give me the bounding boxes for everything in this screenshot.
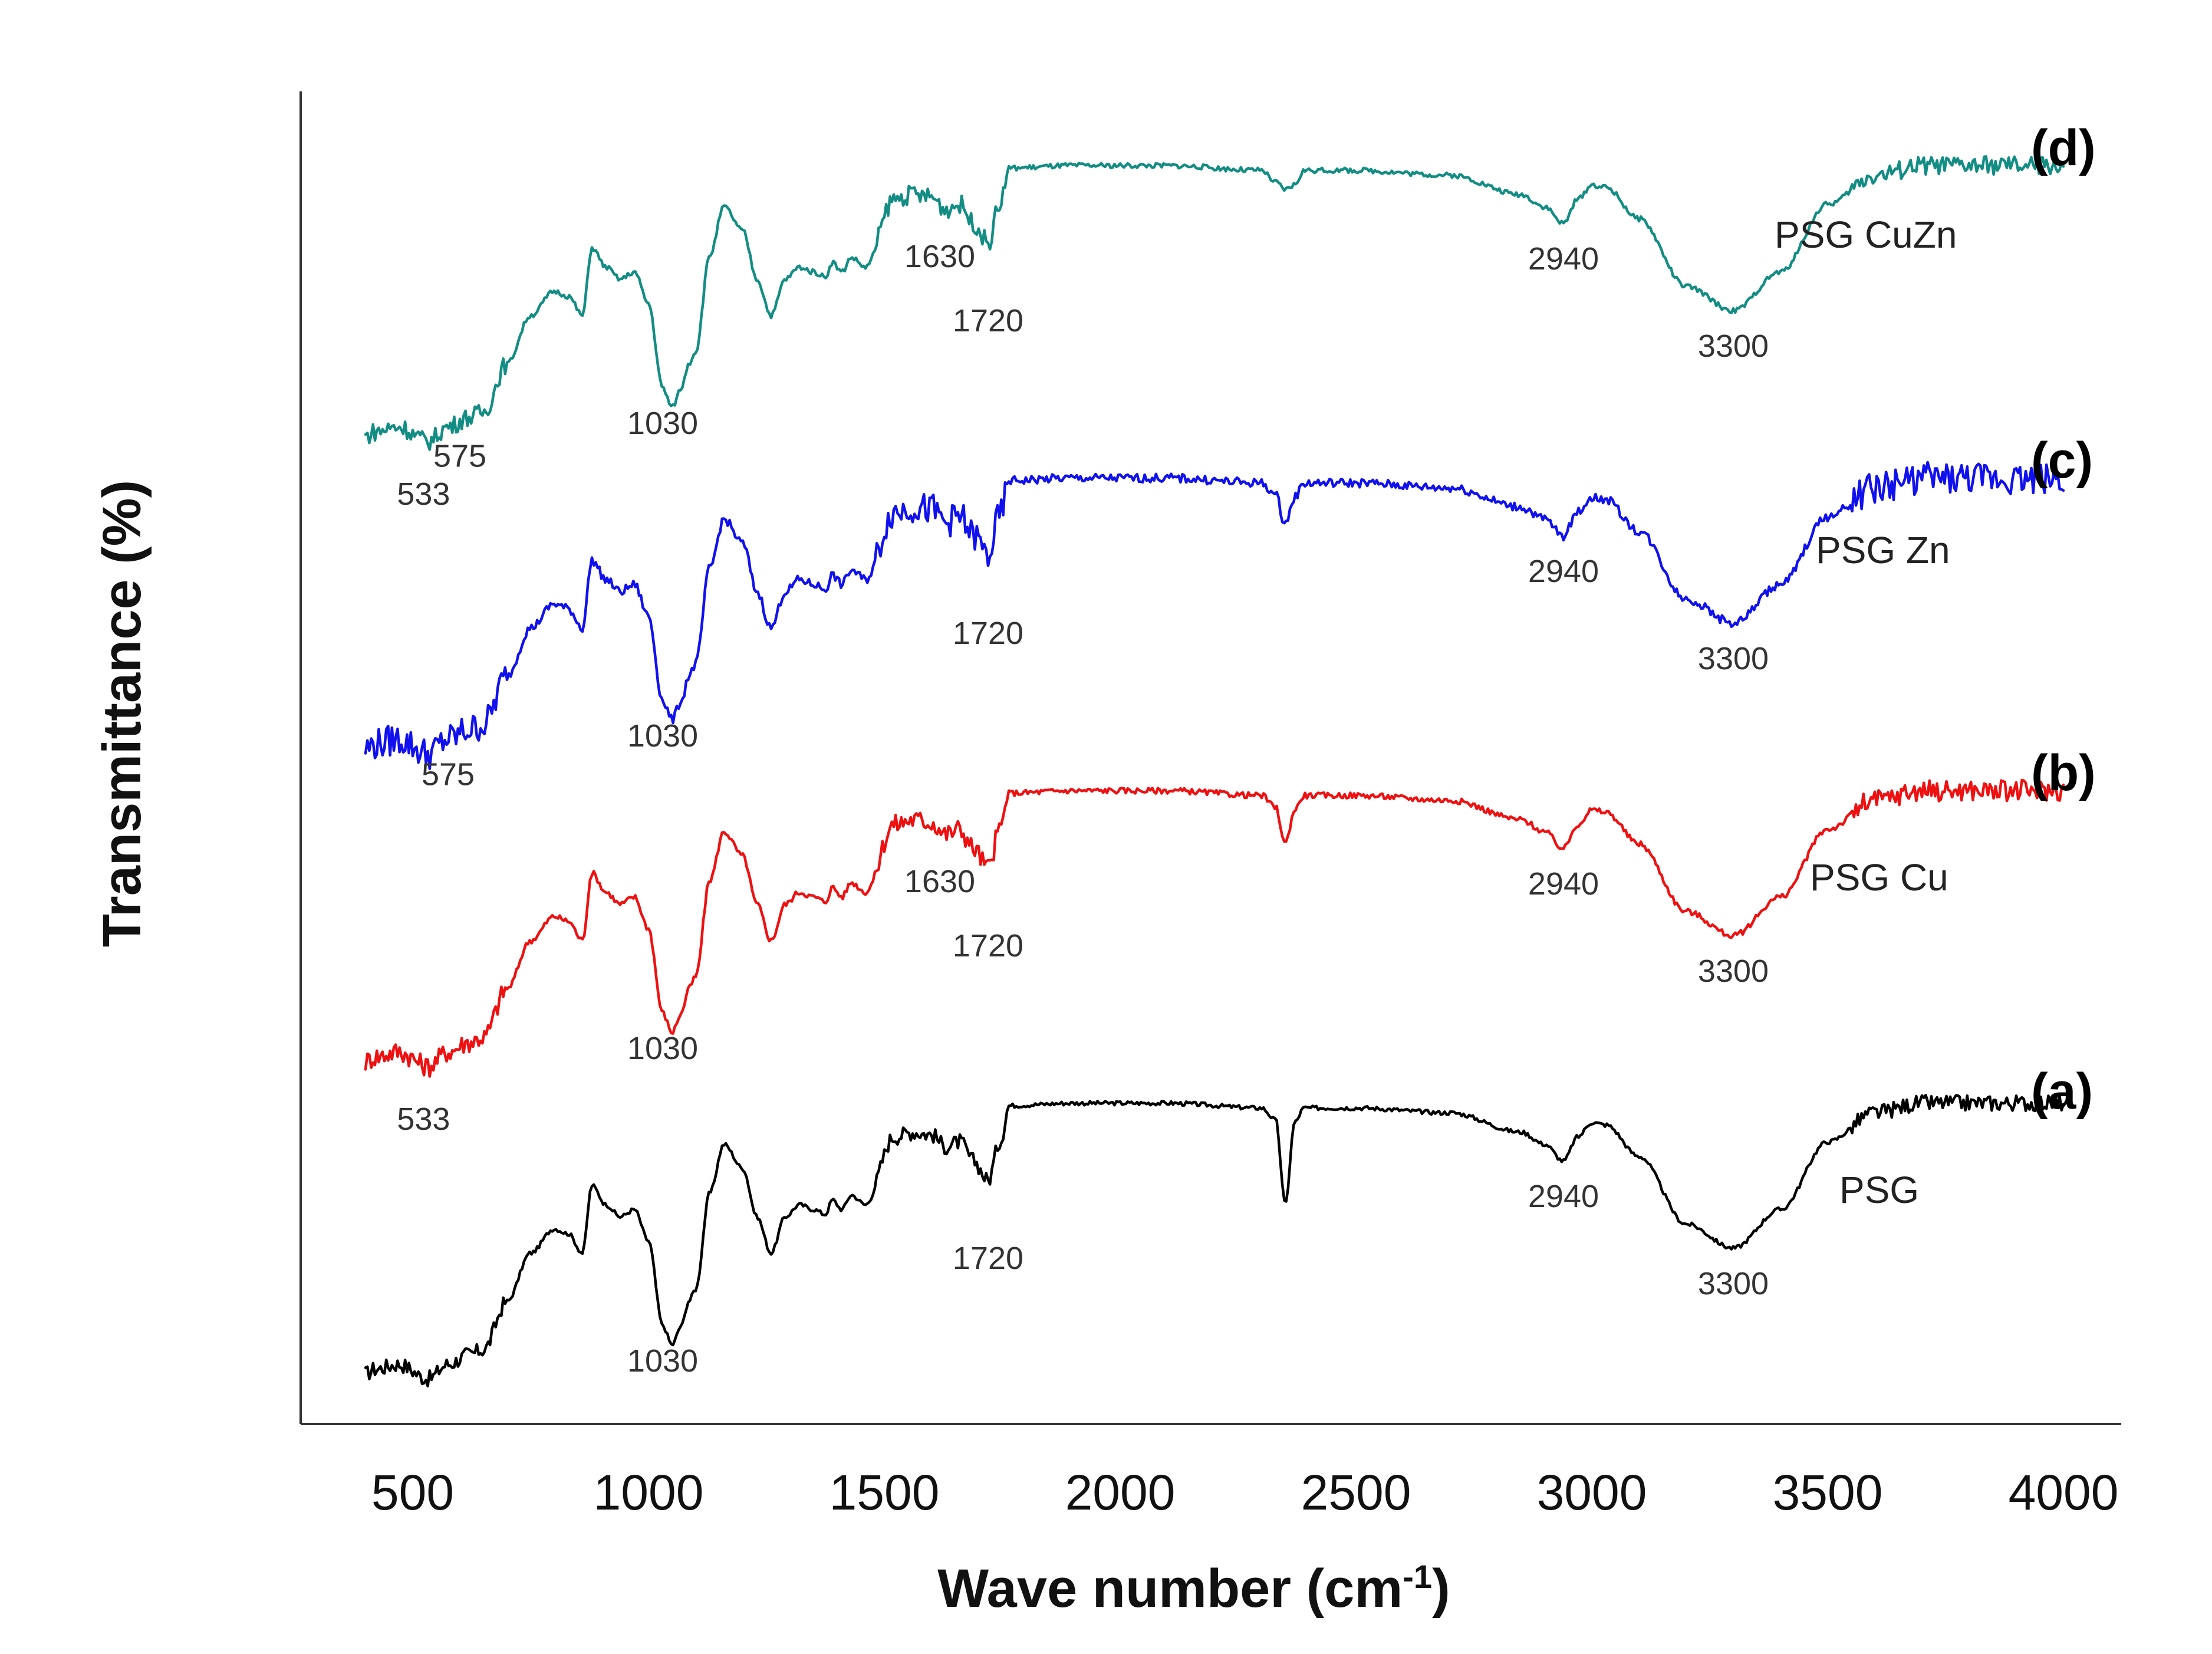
peak-label-b-3300: 3300 [1698, 953, 1769, 989]
series-name-c: PSG Zn [1816, 529, 1950, 571]
x-axis-title-superscript: -1 [1403, 1558, 1432, 1595]
peak-label-d-3300: 3300 [1698, 328, 1769, 364]
labels-layer: 1030 1720 2940 3300 PSG (a) 533 1030 1630 1720 294… [397, 120, 2095, 1379]
series-curve-b [364, 778, 2065, 1078]
series-curve-a [364, 1094, 2065, 1387]
x-axis-title: Wave number (cm-1) [937, 1558, 1450, 1619]
x-tick-label-1500: 1500 [830, 1465, 940, 1520]
peak-label-c-1030: 1030 [627, 718, 698, 754]
x-tick-label-3500: 3500 [1773, 1465, 1883, 1520]
x-tick-label-3000: 3000 [1537, 1465, 1647, 1520]
peak-label-a-1030: 1030 [627, 1343, 698, 1379]
series-name-d: PSG CuZn [1775, 213, 1957, 256]
peak-label-d-575: 575 [433, 439, 486, 474]
peak-label-a-1720: 1720 [953, 1241, 1023, 1276]
x-tick-label-1000: 1000 [594, 1465, 704, 1520]
peak-label-c-575: 575 [422, 757, 475, 793]
peak-label-b-1720: 1720 [953, 928, 1023, 964]
peak-label-c-2940: 2940 [1528, 554, 1599, 589]
peak-label-d-533: 533 [397, 476, 450, 512]
y-axis-title: Transmittance (%) [92, 480, 152, 947]
peak-label-b-1630: 1630 [904, 864, 975, 899]
peak-label-d-1030: 1030 [627, 406, 698, 441]
peak-label-d-1720: 1720 [953, 303, 1023, 338]
curves-layer [364, 155, 2065, 1387]
series-letter-a: (a) [2031, 1063, 2093, 1120]
series-letter-d: (d) [2031, 120, 2096, 176]
peak-label-b-533: 533 [397, 1101, 450, 1137]
x-tick-label-2500: 2500 [1301, 1465, 1411, 1520]
peak-label-d-2940: 2940 [1528, 241, 1599, 277]
series-letter-c: (c) [2031, 432, 2093, 489]
series-curve-d [364, 155, 2065, 451]
x-axis-title-main: Wave number (cm [937, 1558, 1403, 1619]
series-name-b: PSG Cu [1810, 856, 1948, 899]
x-axis-title-close: ) [1432, 1558, 1450, 1619]
peak-label-c-3300: 3300 [1698, 641, 1769, 676]
peak-label-a-2940: 2940 [1528, 1179, 1599, 1214]
x-tick-labels: 500 1000 1500 2000 2500 3000 3500 4000 [371, 1465, 2119, 1520]
series-curve-c [364, 461, 2065, 771]
peak-label-d-1630: 1630 [904, 239, 975, 274]
series-name-a: PSG [1839, 1169, 1919, 1211]
peak-label-a-3300: 3300 [1698, 1266, 1769, 1301]
peak-label-c-1720: 1720 [953, 616, 1023, 651]
series-letter-b: (b) [2031, 745, 2096, 801]
x-tick-label-2000: 2000 [1065, 1465, 1176, 1520]
x-tick-label-500: 500 [371, 1465, 454, 1520]
peak-label-b-1030: 1030 [627, 1031, 698, 1066]
peak-label-b-2940: 2940 [1528, 866, 1599, 902]
x-tick-label-4000: 4000 [2009, 1465, 2119, 1520]
